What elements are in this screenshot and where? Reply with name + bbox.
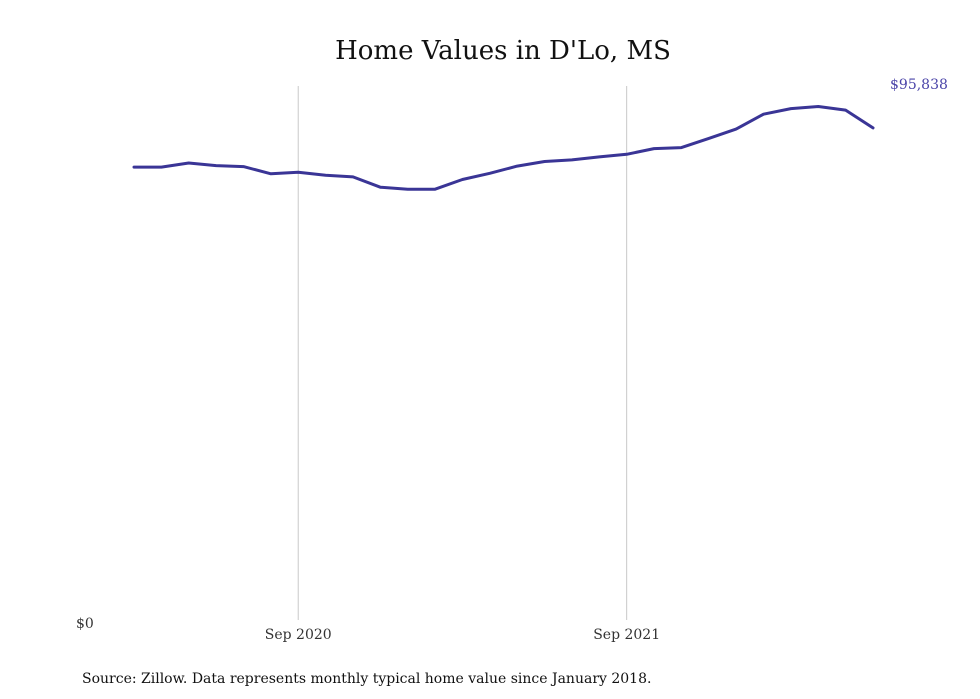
data-point: [735, 128, 738, 131]
data-point: [461, 178, 464, 181]
data-point: [817, 105, 820, 108]
chart-title: Home Values in D'Lo, MS: [335, 36, 671, 66]
data-point: [872, 126, 875, 129]
data-point: [434, 188, 437, 191]
data-point: [269, 172, 272, 175]
data-point: [543, 160, 546, 163]
x-tick-label: Sep 2020: [265, 627, 332, 643]
data-point: [844, 109, 847, 112]
y-tick-label: $0: [76, 616, 94, 632]
data-point: [625, 153, 628, 156]
data-point: [762, 113, 765, 116]
data-point: [133, 166, 136, 169]
data-point: [680, 146, 683, 149]
tick-labels: Sep 2020 Sep 2021 $0: [76, 616, 660, 643]
data-point: [297, 171, 300, 174]
data-point: [598, 155, 601, 158]
data-point: [187, 162, 190, 165]
x-tick-label: Sep 2021: [593, 627, 660, 643]
data-point: [215, 164, 218, 167]
data-point: [570, 158, 573, 161]
data-point: [653, 147, 656, 150]
gridlines: [297, 86, 628, 620]
data-point: [707, 137, 710, 140]
end-value-label: $95,838: [890, 77, 948, 93]
data-point: [516, 165, 519, 168]
source-note: Source: Zillow. Data represents monthly …: [82, 671, 651, 687]
data-point: [242, 165, 245, 168]
data-point: [324, 174, 327, 177]
data-point: [789, 107, 792, 110]
data-point: [406, 188, 409, 191]
series-layer: $95,838: [132, 77, 948, 191]
data-point: [488, 172, 491, 175]
data-point: [379, 186, 382, 189]
data-point: [352, 175, 355, 178]
series-line: [132, 105, 875, 191]
data-point: [160, 166, 163, 169]
